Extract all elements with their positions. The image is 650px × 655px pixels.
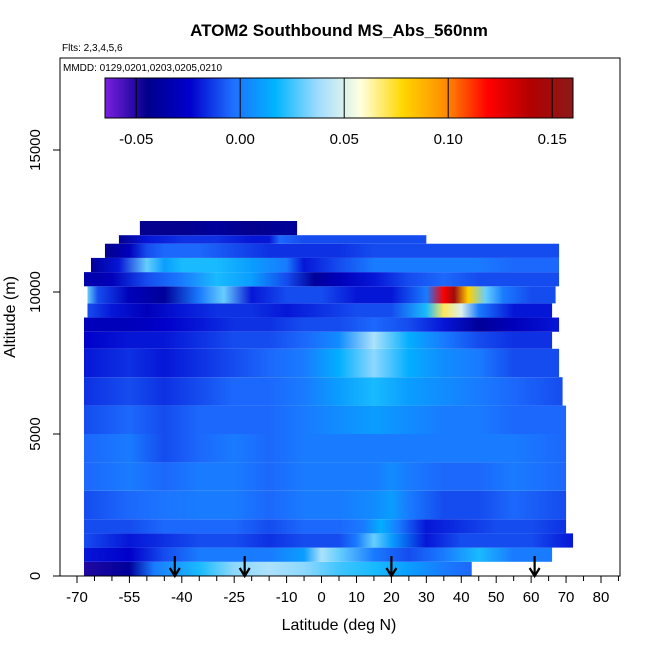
y-tick-label: 0 [27, 572, 44, 580]
down-arrow-icon [238, 556, 251, 579]
dates-label: MMDD: 0129,0201,0203,0205,0210 [63, 63, 222, 74]
heatmap-row [90, 257, 560, 273]
down-arrow-icon [385, 556, 398, 579]
heatmap-row [83, 490, 567, 520]
x-tick-label: -25 [223, 589, 245, 606]
flights-label: Flts: 2,3,4,5,6 [62, 43, 123, 54]
down-arrow-icon [528, 556, 541, 579]
x-tick-label: 10 [348, 589, 365, 606]
heatmap-row [83, 533, 574, 548]
x-tick-label: 60 [523, 589, 540, 606]
heatmap-row [83, 462, 567, 491]
x-tick-label: 70 [558, 589, 575, 606]
heatmap-row [83, 317, 560, 332]
x-tick-label: 20 [383, 589, 400, 606]
x-tick-label: -70 [66, 589, 88, 606]
x-tick-label: 30 [418, 589, 435, 606]
heatmap-layer [83, 221, 574, 576]
colorbar-tick-label: 0.05 [330, 131, 359, 148]
heatmap-row [87, 286, 556, 304]
heatmap-row [83, 331, 553, 349]
heatmap-row [139, 221, 298, 236]
down-arrow-icon [168, 556, 181, 579]
x-tick-label: -40 [171, 589, 193, 606]
y-tick-label: 15000 [27, 129, 44, 171]
x-tick-label: 80 [593, 589, 610, 606]
colorbar-box [104, 77, 574, 119]
chart-title: ATOM2 Southbound MS_Abs_560nm [190, 21, 488, 40]
colorbar-tick-label: 0.15 [538, 131, 567, 148]
heatmap-row [83, 547, 553, 562]
heatmap-row [87, 303, 553, 318]
heatmap-row [83, 561, 472, 576]
colorbar-tick-label: 0.00 [226, 131, 255, 148]
y-tick-label: 10000 [27, 271, 44, 313]
x-tick-label: 0 [317, 589, 325, 606]
heatmap-row [83, 272, 560, 287]
heatmap-row [83, 434, 567, 463]
x-axis-title: Latitude (deg N) [282, 617, 397, 634]
x-tick-label: -55 [119, 589, 141, 606]
heatmap-row [104, 243, 560, 258]
heatmap-row [83, 348, 560, 378]
x-tick-label: -10 [276, 589, 298, 606]
colorbar-tick-label: 0.10 [434, 131, 463, 148]
plot-frame [59, 57, 621, 577]
colorbar-tick-label: -0.05 [119, 131, 153, 148]
heatmap-row [83, 405, 567, 434]
y-axis-title: Altitude (m) [2, 276, 19, 358]
y-tick-label: 5000 [27, 417, 44, 450]
heatmap-row [83, 377, 563, 406]
axes: -70 -55 -40 -25 -10 0 10 20 30 40 50 60 70 80 0 5000 100… [27, 129, 619, 606]
colorbar: -0.05 0.00 0.05 0.10 0.15 [104, 77, 574, 148]
heatmap-row [118, 235, 427, 244]
x-tick-label: 50 [488, 589, 505, 606]
heatmap-row [83, 519, 567, 534]
x-tick-label: 40 [453, 589, 470, 606]
arrows [168, 556, 541, 579]
